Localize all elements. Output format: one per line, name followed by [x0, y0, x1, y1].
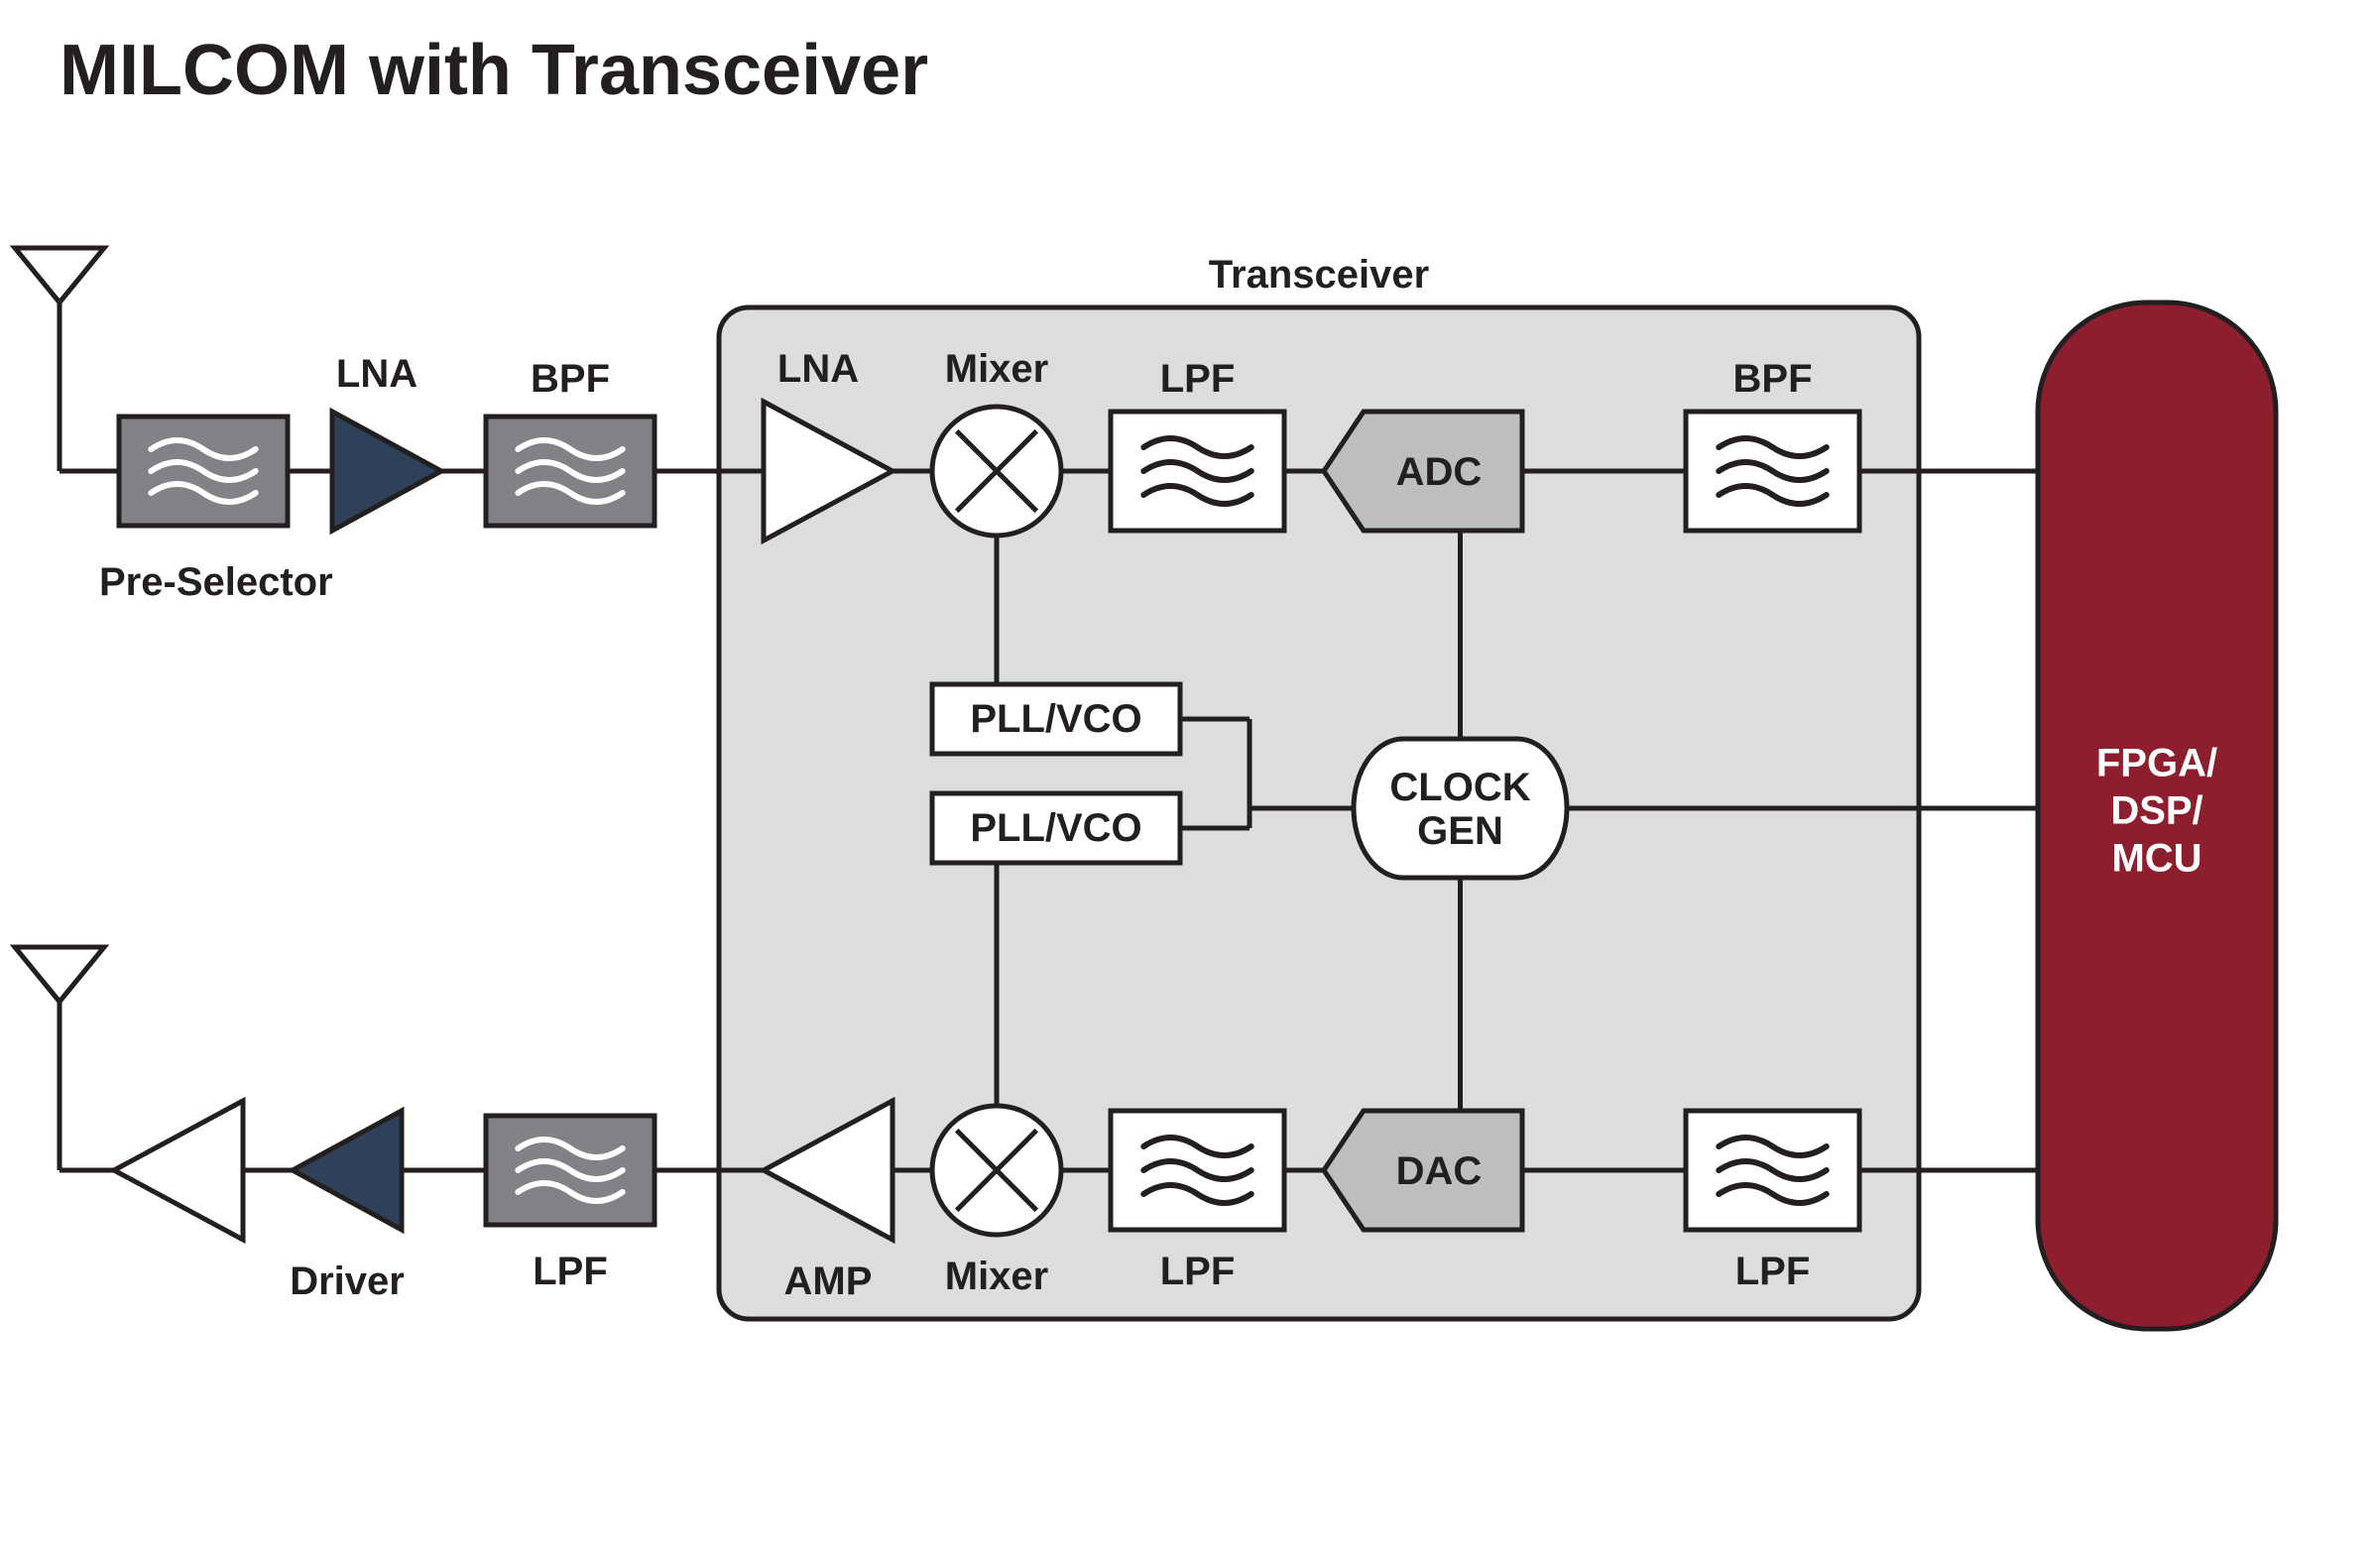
preselector-label: Pre-Selector	[99, 560, 333, 604]
pll2-label: PLL/VCO	[970, 806, 1141, 850]
adc-label: ADC	[1396, 450, 1483, 494]
lna1-label: LNA	[336, 352, 417, 396]
page-title: MILCOM with Transceiver	[60, 31, 928, 110]
fpga-label-3: MCU	[2111, 837, 2202, 881]
dac-label: DAC	[1396, 1149, 1483, 1193]
transceiver-label: Transceiver	[1209, 253, 1429, 297]
lpf2-label: LPF	[1160, 1250, 1236, 1293]
lna2-label: LNA	[777, 347, 859, 391]
mixer2-label: Mixer	[945, 1255, 1049, 1298]
clockgen-label-2: GEN	[1417, 809, 1503, 853]
antenna-rx-icon	[15, 248, 104, 302]
fpga-label-1: FPGA/	[2096, 742, 2217, 785]
driver-label: Driver	[290, 1260, 405, 1303]
antenna-tx-icon	[15, 947, 104, 1002]
power-amp	[114, 1101, 243, 1240]
bpf2-label: BPF	[1733, 357, 1813, 401]
lpf3-label: LPF	[1735, 1250, 1811, 1293]
lpf-tx-label: LPF	[533, 1250, 608, 1293]
lna-1	[332, 412, 441, 531]
bpf1-label: BPF	[531, 357, 610, 401]
amp-label: AMP	[784, 1260, 873, 1303]
clockgen-label-1: CLOCK	[1389, 766, 1530, 809]
milcom-block-diagram: MILCOM with Transceiver Transceiver Pre-Se…	[0, 0, 2380, 1560]
pll1-label: PLL/VCO	[970, 697, 1141, 741]
driver-amp	[293, 1111, 402, 1230]
fpga-label-2: DSP/	[2110, 789, 2202, 833]
mixer1-label: Mixer	[945, 347, 1049, 391]
lpf1-label: LPF	[1160, 357, 1236, 401]
